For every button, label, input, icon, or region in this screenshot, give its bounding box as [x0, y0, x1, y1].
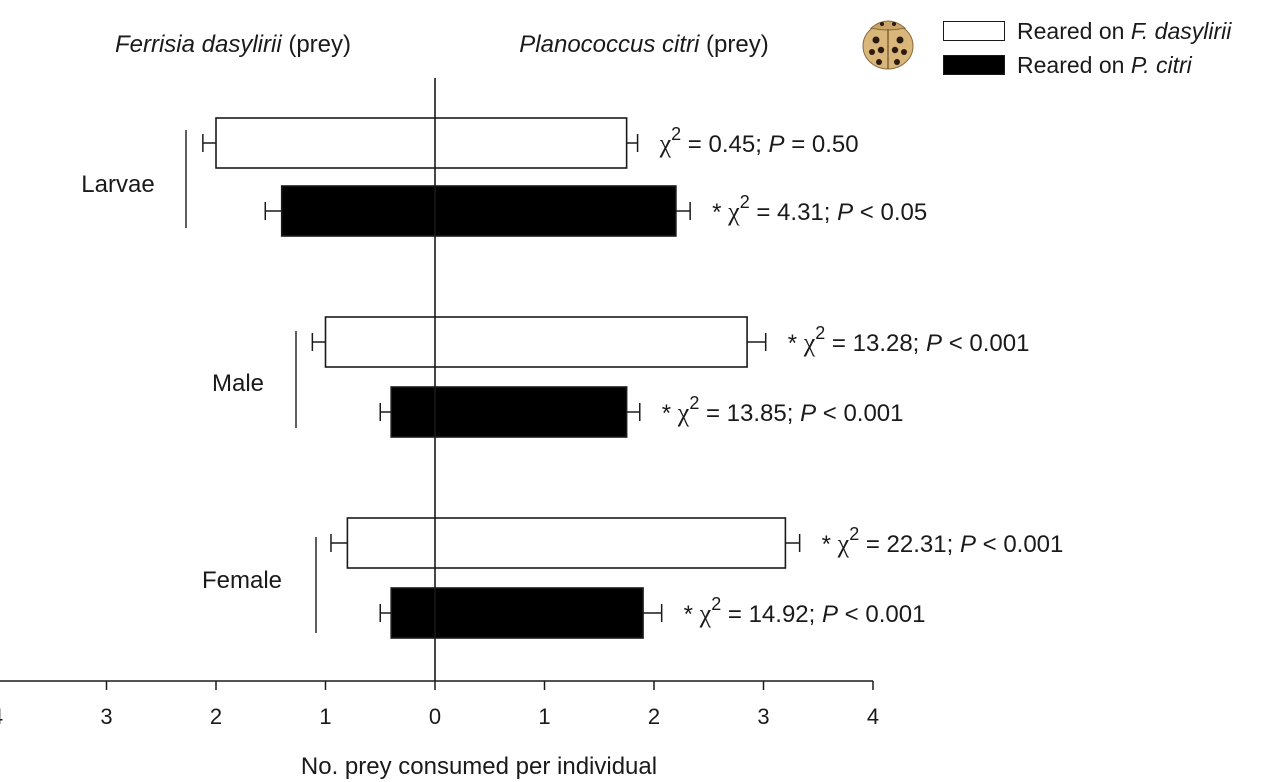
- chi-square-annotation: * χ2 = 13.28; P < 0.001: [788, 323, 1030, 357]
- legend-prefix: Reared on: [1017, 17, 1131, 44]
- x-tick-label: 2: [210, 704, 222, 729]
- bar-female-series-1: [390, 587, 644, 639]
- x-tick-label: 1: [319, 704, 331, 729]
- x-tick-label: 3: [757, 704, 769, 729]
- p-value: < 0.001: [976, 531, 1063, 558]
- legend-swatch-white: [943, 21, 1005, 41]
- legend-item-p-citri: Reared on P. citri: [943, 48, 1231, 82]
- legend-species: P. citri: [1130, 51, 1192, 78]
- significance-star: *: [712, 199, 728, 226]
- significance-star: *: [684, 601, 700, 628]
- chi-symbol: χ: [699, 599, 712, 628]
- right-header-suffix: (prey): [699, 31, 768, 58]
- x-tick-label: 1: [538, 704, 550, 729]
- group-label-female: Female: [202, 567, 282, 594]
- legend-species: F. dasylirii: [1130, 17, 1232, 44]
- x-tick-label: 2: [648, 704, 660, 729]
- p-value: = 0.50: [785, 131, 859, 158]
- chi-value: = 22.31;: [859, 531, 960, 558]
- x-tick-label: 4: [867, 704, 879, 729]
- p-label: P: [837, 199, 853, 226]
- group-labels: Larvae Male Female: [81, 130, 317, 633]
- bar-larvae-series-0: [215, 117, 628, 169]
- legend-swatch-black: [943, 55, 1005, 75]
- p-label: P: [822, 601, 838, 628]
- chi-symbol: χ: [727, 197, 740, 226]
- chi-value: = 13.28;: [825, 330, 926, 357]
- bar-larvae-series-1: [280, 185, 677, 237]
- significance-star: *: [788, 330, 804, 357]
- x-axis-label: No. prey consumed per individual: [301, 753, 657, 780]
- significance-star: *: [662, 400, 678, 427]
- chi-exponent: 2: [711, 594, 721, 614]
- chart-headers: Ferrisia dasylirii (prey) Planococcus cit…: [115, 31, 769, 58]
- x-axis: 4 3 2 1 0 1 2 3 4: [0, 680, 879, 729]
- chi-exponent: 2: [671, 124, 681, 144]
- bar-female-series-0: [346, 517, 787, 569]
- p-label: P: [926, 330, 942, 357]
- right-header: Planococcus citri (prey): [519, 31, 768, 58]
- chi-value: = 14.92;: [721, 601, 822, 628]
- left-header-species: Ferrisia dasylirii: [115, 31, 282, 58]
- p-label: P: [769, 131, 785, 158]
- legend: Reared on F. dasylirii Reared on P. citr…: [943, 14, 1231, 82]
- chi-exponent: 2: [849, 524, 859, 544]
- x-tick-label: 0: [429, 704, 441, 729]
- p-label: P: [960, 531, 976, 558]
- ladybird-beetle-icon: [862, 20, 914, 70]
- p-value: < 0.001: [816, 400, 903, 427]
- annotations: χ2 = 0.45; P = 0.50* χ2 = 4.31; P < 0.05…: [659, 124, 1064, 628]
- legend-item-f-dasylirii: Reared on F. dasylirii: [943, 14, 1231, 48]
- group-label-male: Male: [212, 370, 264, 397]
- chi-symbol: χ: [837, 529, 850, 558]
- chi-value: = 13.85;: [699, 400, 800, 427]
- chi-exponent: 2: [689, 393, 699, 413]
- chi-symbol: χ: [803, 328, 816, 357]
- chi-value: = 0.45;: [681, 131, 768, 158]
- chi-square-annotation: * χ2 = 14.92; P < 0.001: [684, 594, 926, 628]
- group-label-larvae: Larvae: [81, 171, 154, 198]
- chi-square-annotation: * χ2 = 13.85; P < 0.001: [662, 393, 904, 427]
- chi-value: = 4.31;: [750, 199, 837, 226]
- left-header: Ferrisia dasylirii (prey): [115, 31, 351, 58]
- chi-square-annotation: χ2 = 0.45; P = 0.50: [659, 124, 859, 158]
- chi-exponent: 2: [740, 192, 750, 212]
- x-tick-label: 3: [100, 704, 112, 729]
- chi-exponent: 2: [815, 323, 825, 343]
- chi-square-annotation: * χ2 = 22.31; P < 0.001: [822, 524, 1064, 558]
- bars: [202, 78, 801, 681]
- p-value: < 0.05: [853, 199, 927, 226]
- p-value: < 0.001: [942, 330, 1029, 357]
- p-value: < 0.001: [838, 601, 925, 628]
- right-header-species: Planococcus citri: [519, 31, 700, 58]
- significance-star: *: [822, 531, 838, 558]
- legend-prefix: Reared on: [1017, 51, 1131, 78]
- chi-symbol: χ: [677, 398, 690, 427]
- x-tick-label: 4: [0, 704, 3, 729]
- bar-male-series-1: [390, 386, 628, 438]
- bar-male-series-0: [324, 316, 748, 368]
- p-label: P: [800, 400, 816, 427]
- chi-symbol: χ: [659, 129, 672, 158]
- left-header-suffix: (prey): [282, 31, 351, 58]
- chi-square-annotation: * χ2 = 4.31; P < 0.05: [712, 192, 927, 226]
